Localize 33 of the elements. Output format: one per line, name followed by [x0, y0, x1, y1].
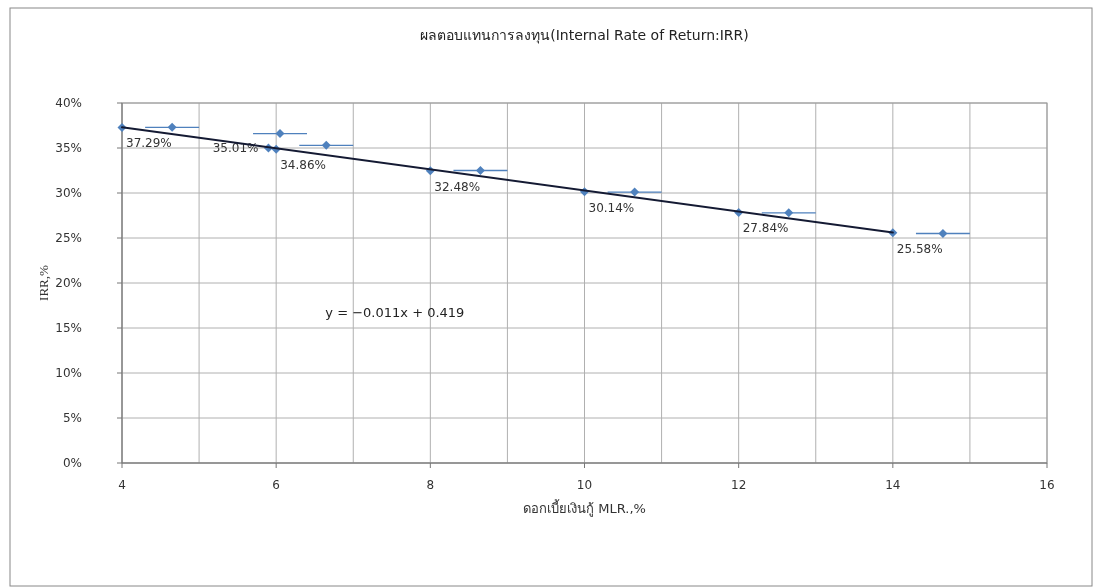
- x-tick-label: 12: [731, 478, 747, 492]
- x-tick-label: 8: [426, 478, 435, 492]
- y-tick-label: 5%: [62, 411, 82, 425]
- data-label: 30.14%: [588, 200, 635, 215]
- point: [321, 140, 331, 150]
- x-tick-label: 14: [885, 478, 901, 492]
- title: ผลตอบแทนการลงทุน(Internal Rate of Return:IRR): [420, 27, 749, 43]
- y-tick-label: 40%: [55, 96, 82, 110]
- y-tick-label: 25%: [55, 231, 82, 245]
- point: [938, 229, 948, 238]
- point: [784, 208, 794, 218]
- point: [275, 129, 285, 139]
- y-tick-label: 0%: [62, 456, 82, 470]
- x-tick-label: 16: [1039, 478, 1055, 492]
- point: [630, 187, 640, 197]
- x-tick-label: 4: [118, 478, 126, 492]
- point: [475, 166, 485, 175]
- y-tick-label: 35%: [55, 141, 82, 155]
- x-tick-label: 10: [576, 478, 593, 492]
- data-label: 25.58%: [896, 241, 943, 256]
- annotation: y = −0.011x + 0.419: [325, 305, 465, 321]
- y-tick-label: 20%: [55, 276, 82, 290]
- data-label: 34.86%: [280, 158, 326, 173]
- data-label: 37.29%: [126, 136, 172, 151]
- x-tick-label: 6: [272, 478, 280, 492]
- xlabel: ดอกเบี้ยเงินกู้ MLR.,%: [523, 501, 646, 516]
- data-label: 32.48%: [434, 179, 481, 194]
- y-tick-label: 10%: [55, 366, 82, 380]
- y-tick-label: 30%: [55, 186, 82, 200]
- data-label: 27.84%: [742, 221, 789, 236]
- y-tick-label: 15%: [55, 321, 82, 335]
- point: [167, 122, 177, 132]
- ylabel: IRR,%: [36, 265, 51, 301]
